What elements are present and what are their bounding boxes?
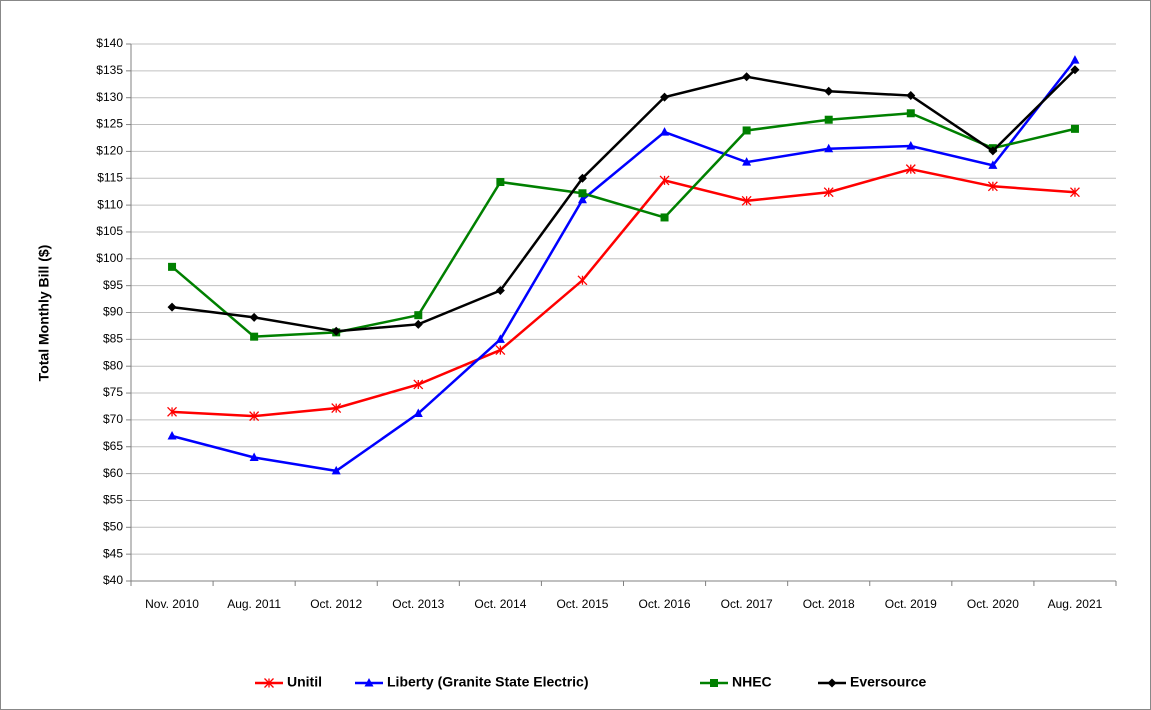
x-tick-label: Oct. 2019: [885, 597, 937, 611]
marker: [249, 411, 260, 422]
legend-label: Liberty (Granite State Electric): [387, 674, 589, 690]
marker: [577, 194, 587, 204]
marker: [906, 91, 916, 101]
marker: [710, 679, 718, 687]
y-tick-label: $120: [96, 144, 123, 158]
marker: [413, 319, 423, 329]
y-axis-title: Total Monthly Bill ($): [36, 245, 52, 382]
series-line: [171, 112, 1076, 338]
legend-label: Eversource: [850, 674, 926, 690]
marker: [824, 115, 833, 124]
marker: [659, 175, 670, 186]
series-line: [171, 59, 1076, 473]
y-tick-label: $75: [103, 385, 123, 399]
y-tick-label: $85: [103, 332, 123, 346]
y-tick-label: $130: [96, 90, 123, 104]
y-tick-label: $65: [103, 439, 123, 453]
marker: [331, 403, 342, 414]
marker: [660, 213, 669, 222]
series-line: [171, 68, 1076, 333]
marker: [264, 678, 274, 688]
marker: [742, 157, 752, 166]
x-tick-label: Oct. 2015: [556, 597, 608, 611]
marker: [331, 326, 341, 336]
legend-label: NHEC: [732, 674, 772, 690]
marker: [742, 126, 751, 135]
marker: [741, 195, 752, 206]
marker: [578, 189, 587, 198]
x-tick-label: Oct. 2018: [803, 597, 855, 611]
y-tick-label: $70: [103, 412, 123, 426]
marker: [167, 406, 178, 417]
marker: [249, 452, 259, 461]
marker: [495, 334, 505, 343]
marker: [413, 408, 423, 417]
marker: [1070, 55, 1080, 64]
marker: [906, 141, 916, 150]
y-tick-label: $115: [97, 170, 123, 184]
y-tick-label: $140: [96, 36, 123, 50]
y-tick-label: $90: [103, 305, 123, 319]
x-tick-label: Oct. 2013: [392, 597, 444, 611]
x-tick-label: Nov. 2010: [145, 597, 199, 611]
marker: [577, 275, 588, 286]
marker: [331, 465, 341, 475]
y-tick-label: $135: [96, 63, 123, 77]
series-line: [171, 167, 1076, 418]
marker: [250, 332, 259, 341]
marker: [577, 173, 587, 183]
marker: [906, 109, 915, 118]
marker: [660, 92, 670, 102]
marker: [495, 345, 506, 356]
y-tick-label: $80: [103, 358, 123, 372]
marker: [496, 178, 505, 187]
y-tick-label: $40: [103, 573, 123, 587]
x-tick-label: Oct. 2014: [474, 597, 526, 611]
marker: [823, 187, 834, 198]
legend-label: Unitil: [287, 674, 322, 690]
marker: [167, 302, 177, 312]
marker: [742, 72, 752, 82]
marker: [824, 143, 834, 153]
x-tick-label: Oct. 2020: [967, 597, 1019, 611]
marker: [660, 127, 670, 136]
marker: [827, 678, 837, 688]
marker: [249, 312, 259, 322]
marker: [905, 164, 916, 175]
marker: [987, 181, 998, 192]
x-tick-label: Oct. 2012: [310, 597, 362, 611]
marker: [1070, 124, 1079, 133]
marker: [988, 160, 998, 169]
y-tick-label: $45: [103, 546, 123, 560]
y-tick-label: $95: [103, 278, 123, 292]
marker: [167, 431, 177, 440]
marker: [414, 311, 423, 320]
marker: [824, 86, 834, 96]
y-tick-label: $60: [103, 466, 123, 480]
y-tick-label: $105: [96, 224, 123, 238]
y-tick-label: $50: [103, 519, 123, 533]
x-tick-label: Aug. 2011: [227, 597, 281, 611]
marker: [168, 262, 177, 271]
x-tick-label: Oct. 2016: [639, 597, 691, 611]
x-tick-label: Oct. 2017: [721, 597, 773, 611]
y-tick-label: $55: [103, 493, 123, 507]
y-tick-label: $125: [96, 117, 123, 131]
marker: [364, 678, 374, 687]
marker: [413, 379, 424, 390]
y-tick-label: $100: [96, 251, 123, 265]
marker: [1070, 187, 1080, 198]
marker: [988, 146, 998, 156]
y-tick-label: $110: [97, 197, 123, 211]
marker: [495, 285, 505, 295]
marker: [1070, 65, 1080, 75]
x-tick-label: Aug. 2021: [1048, 597, 1103, 611]
